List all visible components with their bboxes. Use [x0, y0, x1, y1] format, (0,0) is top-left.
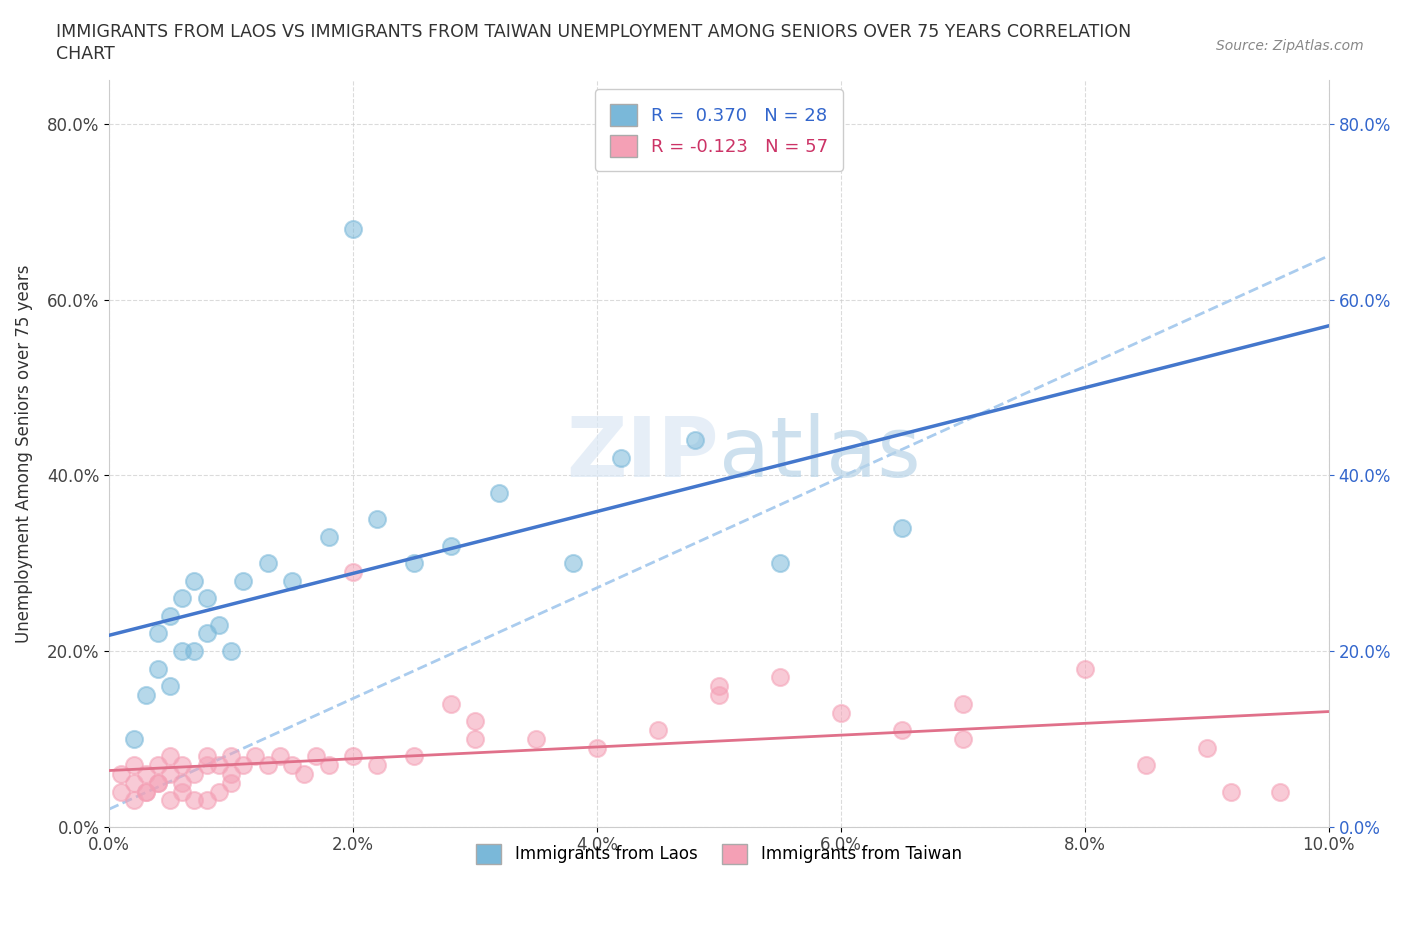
Point	[488, 485, 510, 500]
Point	[245, 749, 267, 764]
Point	[135, 784, 157, 799]
Point	[561, 556, 583, 571]
Point	[195, 793, 218, 808]
Point	[256, 758, 278, 773]
Point	[172, 591, 194, 605]
Point	[172, 776, 194, 790]
Point	[1195, 740, 1218, 755]
Point	[232, 573, 254, 588]
Point	[146, 758, 169, 773]
Point	[146, 661, 169, 676]
Point	[159, 679, 181, 694]
Point	[707, 687, 730, 702]
Point	[1135, 758, 1157, 773]
Point	[110, 784, 132, 799]
Point	[769, 556, 792, 571]
Point	[195, 749, 218, 764]
Point	[219, 776, 242, 790]
Point	[281, 758, 304, 773]
Point	[1074, 661, 1097, 676]
Text: Source: ZipAtlas.com: Source: ZipAtlas.com	[1216, 39, 1364, 53]
Point	[183, 766, 205, 781]
Point	[183, 644, 205, 658]
Point	[439, 538, 461, 553]
Point	[159, 793, 181, 808]
Point	[281, 573, 304, 588]
Point	[890, 723, 912, 737]
Text: atlas: atlas	[718, 413, 921, 494]
Point	[464, 714, 486, 729]
Point	[159, 608, 181, 623]
Point	[110, 766, 132, 781]
Point	[610, 450, 633, 465]
Point	[830, 705, 852, 720]
Point	[122, 793, 145, 808]
Point	[292, 766, 315, 781]
Point	[366, 512, 388, 526]
Point	[122, 776, 145, 790]
Point	[183, 793, 205, 808]
Point	[707, 679, 730, 694]
Point	[146, 776, 169, 790]
Point	[342, 222, 364, 237]
Point	[647, 723, 669, 737]
Point	[159, 749, 181, 764]
Point	[195, 626, 218, 641]
Point	[890, 521, 912, 536]
Point	[402, 749, 425, 764]
Point	[219, 644, 242, 658]
Point	[1220, 784, 1243, 799]
Point	[135, 687, 157, 702]
Point	[342, 749, 364, 764]
Point	[342, 565, 364, 579]
Point	[366, 758, 388, 773]
Point	[952, 697, 974, 711]
Point	[232, 758, 254, 773]
Point	[195, 591, 218, 605]
Point	[1268, 784, 1291, 799]
Point	[318, 758, 340, 773]
Point	[683, 432, 706, 447]
Point	[183, 573, 205, 588]
Text: IMMIGRANTS FROM LAOS VS IMMIGRANTS FROM TAIWAN UNEMPLOYMENT AMONG SENIORS OVER 7: IMMIGRANTS FROM LAOS VS IMMIGRANTS FROM …	[56, 23, 1132, 41]
Point	[586, 740, 609, 755]
Point	[159, 766, 181, 781]
Legend: Immigrants from Laos, Immigrants from Taiwan: Immigrants from Laos, Immigrants from Ta…	[470, 837, 969, 870]
Text: CHART: CHART	[56, 45, 115, 62]
Point	[146, 776, 169, 790]
Point	[122, 758, 145, 773]
Point	[208, 618, 231, 632]
Point	[439, 697, 461, 711]
Point	[135, 784, 157, 799]
Point	[195, 758, 218, 773]
Point	[172, 758, 194, 773]
Point	[402, 556, 425, 571]
Point	[524, 731, 547, 746]
Point	[318, 529, 340, 544]
Point	[952, 731, 974, 746]
Point	[146, 626, 169, 641]
Point	[256, 556, 278, 571]
Point	[172, 644, 194, 658]
Point	[269, 749, 291, 764]
Point	[135, 766, 157, 781]
Point	[122, 731, 145, 746]
Point	[464, 731, 486, 746]
Text: ZIP: ZIP	[567, 413, 718, 494]
Point	[219, 766, 242, 781]
Point	[769, 670, 792, 684]
Point	[172, 784, 194, 799]
Point	[208, 784, 231, 799]
Point	[208, 758, 231, 773]
Y-axis label: Unemployment Among Seniors over 75 years: Unemployment Among Seniors over 75 years	[15, 264, 32, 643]
Point	[219, 749, 242, 764]
Point	[305, 749, 328, 764]
